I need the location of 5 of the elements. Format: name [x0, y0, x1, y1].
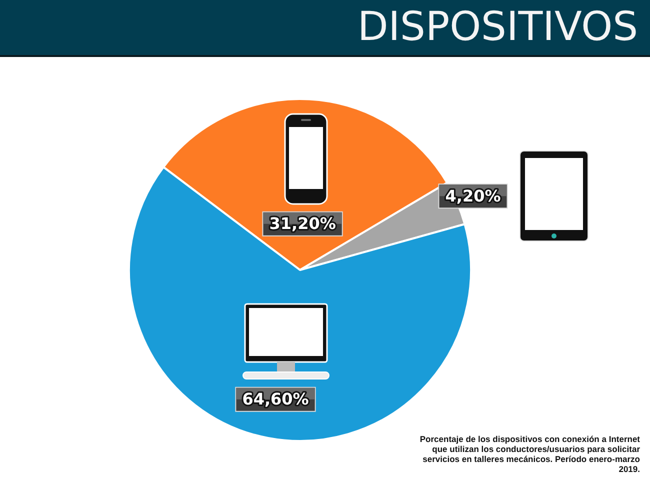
text: Porcentaje de los dispositivos con conexión a Internet que utilizan los conductores/usuarios para solicitar servicios en talleres mecánicos. Período enero-marzo 2019.: [418, 434, 640, 474]
chart-title: DISPOSITIVOS: [357, 3, 638, 51]
data-label: 31,20%: [269, 214, 336, 234]
data-label: 64,60%: [242, 390, 309, 409]
data-label: 4,20%: [445, 186, 501, 206]
